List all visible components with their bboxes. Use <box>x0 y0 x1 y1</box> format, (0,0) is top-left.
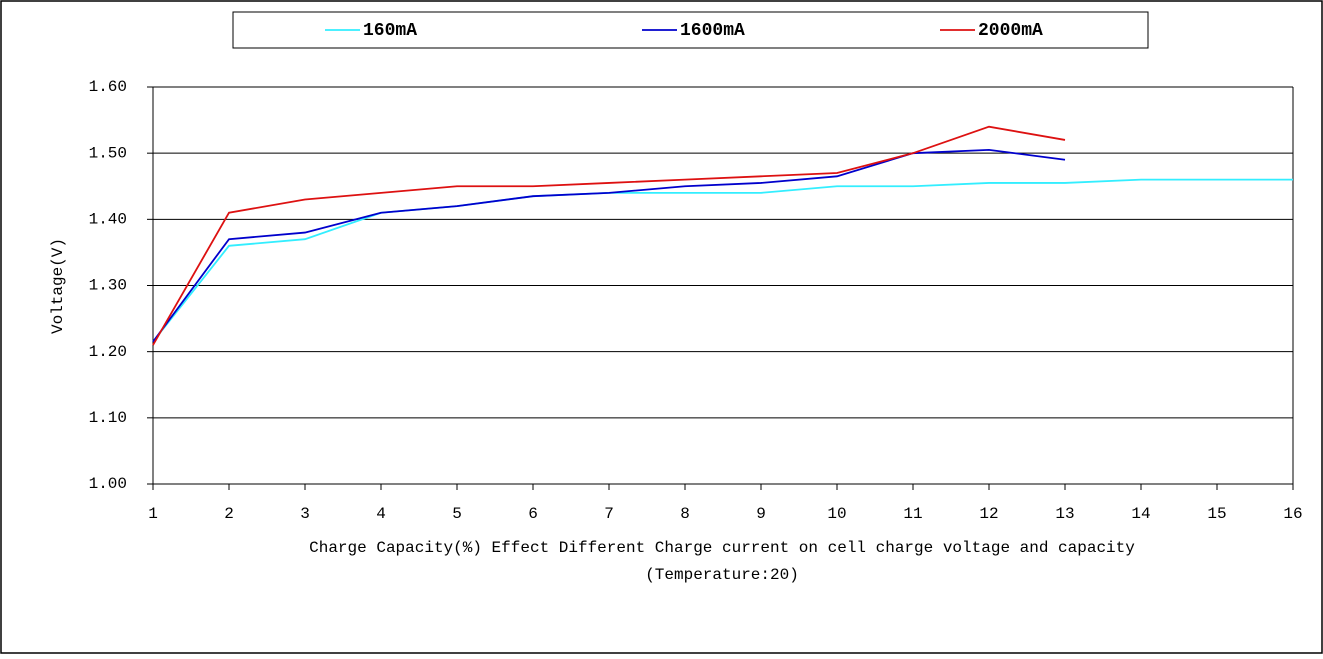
x-tick-label: 12 <box>979 505 998 523</box>
x-tick-label: 4 <box>376 505 386 523</box>
x-tick-label: 3 <box>300 505 310 523</box>
legend-label: 160mA <box>363 21 417 41</box>
x-tick-label: 13 <box>1055 505 1074 523</box>
legend-label: 2000mA <box>978 21 1043 41</box>
y-tick-label: 1.60 <box>89 78 127 96</box>
x-tick-label: 7 <box>604 505 614 523</box>
y-tick-label: 1.00 <box>89 475 127 493</box>
x-tick-label: 1 <box>148 505 158 523</box>
y-tick-label: 1.40 <box>89 211 127 229</box>
x-tick-label: 5 <box>452 505 462 523</box>
legend-label: 1600mA <box>680 21 745 41</box>
series-line <box>152 178 1293 343</box>
y-tick-label: 1.20 <box>89 343 127 361</box>
x-tick-label: 15 <box>1207 505 1226 523</box>
x-tick-label: 6 <box>528 505 538 523</box>
y-tick-label: 1.50 <box>89 144 127 162</box>
x-tick-label: 11 <box>903 505 922 523</box>
y-tick-label: 1.10 <box>89 409 127 427</box>
x-tick-label: 10 <box>827 505 846 523</box>
y-axis-label: Voltage(V) <box>49 238 67 334</box>
series-line <box>152 148 1066 343</box>
series-line <box>152 125 1066 346</box>
x-tick-label: 14 <box>1131 505 1150 523</box>
x-tick-label: 16 <box>1283 505 1302 523</box>
x-tick-label: 2 <box>224 505 234 523</box>
legend-box <box>232 11 1149 49</box>
x-tick-label: 8 <box>680 505 690 523</box>
x-axis-label: Charge Capacity(%) Effect Different Char… <box>309 539 1135 557</box>
x-tick-label: 9 <box>756 505 766 523</box>
subtitle: (Temperature:20) <box>645 566 799 584</box>
y-tick-label: 1.30 <box>89 277 127 295</box>
